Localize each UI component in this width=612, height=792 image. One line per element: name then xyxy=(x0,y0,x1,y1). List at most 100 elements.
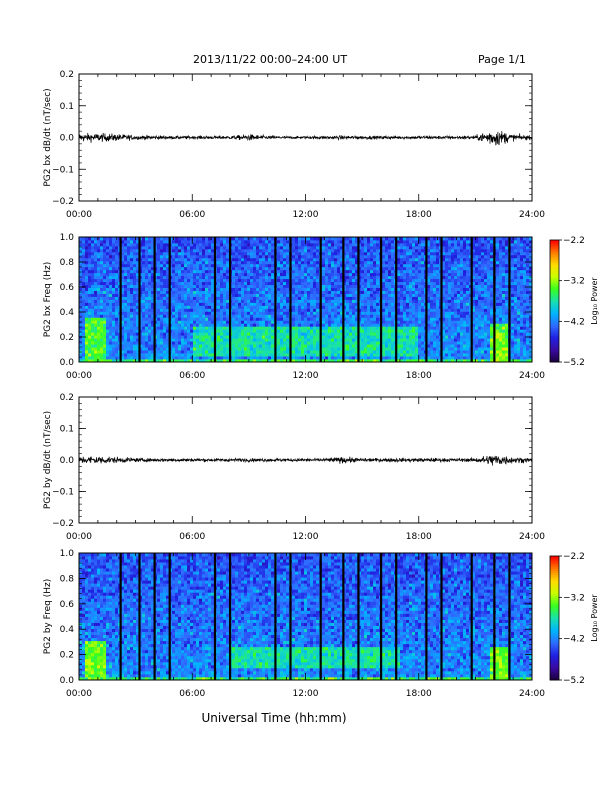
heatmap-cell xyxy=(412,296,416,300)
heatmap-cell xyxy=(127,245,131,250)
heatmap-cell xyxy=(412,245,416,250)
heatmap-cell xyxy=(142,239,146,244)
heatmap-cell xyxy=(172,296,176,300)
heatmap-cell xyxy=(88,284,92,288)
heatmap-cell xyxy=(106,359,110,363)
heatmap-cell xyxy=(253,332,257,336)
heatmap-cell xyxy=(184,350,188,354)
heatmap-cell xyxy=(388,359,392,363)
heatmap-cell xyxy=(277,332,281,336)
heatmap-cell xyxy=(175,320,179,324)
heatmap-cell xyxy=(220,323,224,327)
heatmap-cell xyxy=(106,287,110,291)
heatmap-cell xyxy=(187,308,191,312)
heatmap-cell xyxy=(244,314,248,318)
heatmap-cell xyxy=(139,317,143,321)
heatmap-cell xyxy=(106,350,110,354)
heatmap-cell xyxy=(286,347,290,351)
heatmap-cell xyxy=(265,275,269,280)
heatmap-cell xyxy=(343,248,347,253)
heatmap-cell xyxy=(193,350,197,354)
heatmap-cell xyxy=(325,329,329,333)
heatmap-cell xyxy=(337,272,341,277)
heatmap-cell xyxy=(88,281,92,286)
heatmap-cell xyxy=(418,320,422,324)
heatmap-cell xyxy=(199,260,203,265)
heatmap-cell xyxy=(196,251,200,256)
heatmap-cell xyxy=(163,242,167,247)
heatmap-cell xyxy=(112,314,116,318)
heatmap-cell xyxy=(199,272,203,277)
heatmap-cell xyxy=(136,302,140,306)
heatmap-cell xyxy=(133,359,137,363)
heatmap-cell xyxy=(151,314,155,318)
heatmap-cell xyxy=(286,317,290,321)
heatmap-cell xyxy=(406,242,410,247)
heatmap-cell xyxy=(409,320,413,324)
heatmap-cell xyxy=(121,335,125,339)
heatmap-cell xyxy=(334,278,338,283)
heatmap-cell xyxy=(211,293,215,297)
heatmap-cell xyxy=(259,314,263,318)
heatmap-cell xyxy=(184,248,188,253)
heatmap-cell xyxy=(157,332,161,336)
heatmap-cell xyxy=(337,296,341,300)
heatmap-cell xyxy=(427,353,431,357)
heatmap-cell xyxy=(109,332,113,336)
heatmap-cell xyxy=(334,305,338,309)
heatmap-cell xyxy=(325,332,329,336)
heatmap-cell xyxy=(205,269,209,274)
heatmap-cell xyxy=(109,260,113,265)
heatmap-cell xyxy=(355,314,359,318)
heatmap-cell xyxy=(121,320,125,324)
heatmap-cell xyxy=(94,326,98,330)
heatmap-cell xyxy=(97,359,101,363)
heatmap-cell xyxy=(142,353,146,357)
heatmap-cell xyxy=(331,332,335,336)
heatmap-cell xyxy=(151,290,155,294)
heatmap-cell xyxy=(367,251,371,256)
heatmap-cell xyxy=(181,347,185,351)
heatmap-cell xyxy=(172,251,176,256)
heatmap-cell xyxy=(364,308,368,312)
heatmap-cell xyxy=(184,305,188,309)
heatmap-cell xyxy=(190,329,194,333)
heatmap-cell xyxy=(190,237,194,241)
heatmap-cell xyxy=(178,248,182,253)
heatmap-cell xyxy=(412,239,416,244)
heatmap-cell xyxy=(412,242,416,247)
heatmap-cell xyxy=(115,326,119,330)
heatmap-cell xyxy=(397,242,401,247)
heatmap-cell xyxy=(418,296,422,300)
heatmap-cell xyxy=(250,242,254,247)
heatmap-cell xyxy=(223,278,227,283)
heatmap-cell xyxy=(286,311,290,315)
heatmap-cell xyxy=(334,248,338,253)
heatmap-cell xyxy=(241,323,245,327)
heatmap-cell xyxy=(187,281,191,286)
heatmap-cell xyxy=(241,257,245,262)
heatmap-cell xyxy=(262,332,266,336)
heatmap-cell xyxy=(382,323,386,327)
heatmap-cell xyxy=(193,317,197,321)
heatmap-cell xyxy=(244,350,248,354)
heatmap-cell xyxy=(247,350,251,354)
heatmap-cell xyxy=(295,338,299,342)
heatmap-cell xyxy=(358,251,362,256)
heatmap-cell xyxy=(160,332,164,336)
heatmap-cell xyxy=(376,359,380,363)
heatmap-cell xyxy=(412,269,416,274)
heatmap-cell xyxy=(262,326,266,330)
heatmap-cell xyxy=(235,278,239,283)
heatmap-cell xyxy=(364,353,368,357)
heatmap-cell xyxy=(403,245,407,250)
heatmap-cell xyxy=(418,281,422,286)
heatmap-cell xyxy=(196,356,200,360)
heatmap-cell xyxy=(385,296,389,300)
heatmap-cell xyxy=(322,314,326,318)
heatmap-cell xyxy=(100,338,104,342)
heatmap-cell xyxy=(409,341,413,345)
heatmap-cell xyxy=(94,242,98,247)
heatmap-cell xyxy=(178,323,182,327)
heatmap-cell xyxy=(88,332,92,336)
